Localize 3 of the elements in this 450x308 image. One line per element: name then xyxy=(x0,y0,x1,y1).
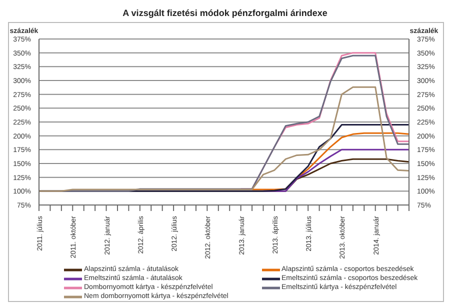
line-series xyxy=(251,132,410,190)
line-series xyxy=(38,86,410,192)
chart-title: A vizsgált fizetési módok pénzforgalmi árindexe xyxy=(122,8,328,20)
